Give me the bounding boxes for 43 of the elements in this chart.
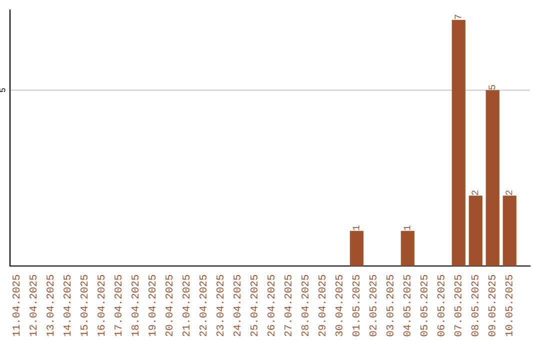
x-tick-label: 14.04.2025 bbox=[64, 275, 71, 336]
bar bbox=[502, 196, 516, 266]
bar bbox=[468, 196, 482, 266]
bar bbox=[486, 90, 500, 266]
x-tick-label: 23.04.2025 bbox=[216, 275, 224, 336]
x-tick-label: 04.05.2025 bbox=[403, 275, 410, 336]
x-tick-label: 20.04.2025 bbox=[165, 275, 173, 336]
x-tick-label: 15.04.2025 bbox=[80, 275, 88, 336]
x-tick-label: 22.04.2025 bbox=[199, 275, 207, 336]
ref-line-label: 5 bbox=[0, 88, 6, 92]
data-label: 1 bbox=[352, 225, 360, 230]
x-tick-label: 08.05.2025 bbox=[471, 275, 478, 336]
bar bbox=[350, 230, 364, 266]
x-tick-label: 10.05.2025 bbox=[505, 275, 512, 336]
x-tick-label: 29.04.2025 bbox=[318, 275, 326, 336]
bar bbox=[400, 230, 414, 266]
x-tick-label: 02.05.2025 bbox=[369, 275, 376, 336]
data-label: 7 bbox=[454, 14, 462, 20]
data-label: 2 bbox=[506, 190, 512, 195]
x-tick-label: 03.05.2025 bbox=[386, 275, 394, 336]
data-label: 5 bbox=[488, 84, 496, 90]
data-label: 2 bbox=[472, 190, 478, 195]
x-tick-label: 17.04.2025 bbox=[114, 275, 122, 336]
x-tick-label: 07.05.2025 bbox=[454, 275, 462, 336]
x-tick-label: 09.05.2025 bbox=[488, 275, 496, 336]
x-tick-label: 25.04.2025 bbox=[250, 275, 258, 336]
x-tick-label: 01.05.2025 bbox=[352, 275, 360, 336]
x-tick-label: 19.04.2025 bbox=[148, 275, 156, 336]
x-tick-label: 11.04.2025 bbox=[12, 275, 20, 336]
x-tick-label: 05.05.2025 bbox=[420, 275, 428, 336]
x-tick-label: 18.04.2025 bbox=[131, 275, 139, 336]
x-tick-label: 13.04.2025 bbox=[46, 275, 54, 336]
x-tick-label: 26.04.2025 bbox=[267, 275, 274, 336]
x-tick-label: 30.04.2025 bbox=[335, 275, 342, 336]
data-label: 1 bbox=[404, 225, 410, 230]
x-tick-label: 12.04.2025 bbox=[30, 275, 37, 336]
x-tick-label: 16.04.2025 bbox=[97, 275, 105, 336]
x-tick-label: 28.04.2025 bbox=[301, 275, 308, 336]
x-tick-label: 21.04.2025 bbox=[182, 275, 190, 336]
bar bbox=[452, 20, 466, 266]
x-tick-label: 06.05.2025 bbox=[437, 275, 444, 336]
x-tick-label: 27.04.2025 bbox=[284, 275, 292, 336]
x-tick-label: 24.04.2025 bbox=[233, 275, 241, 336]
